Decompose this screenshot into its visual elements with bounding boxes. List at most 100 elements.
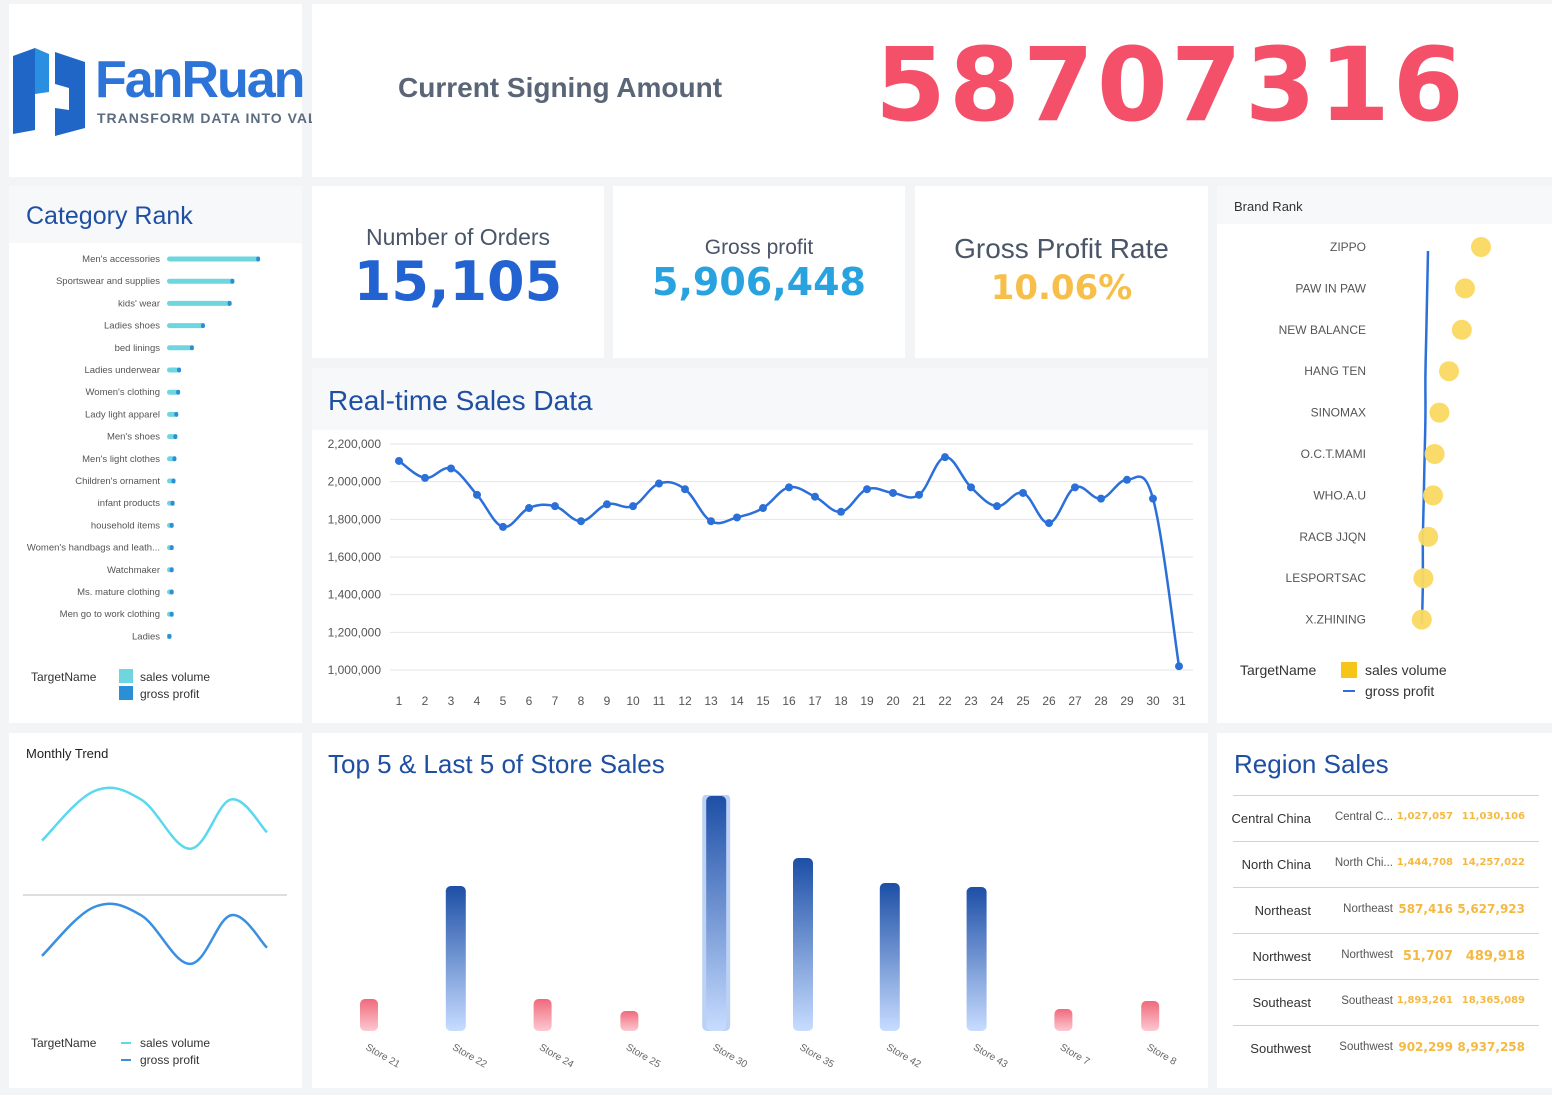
region-gross-profit: 14,257,022 [1461,857,1525,868]
category-rank-panel: Category Rank Men's accessories Sportswea… [9,186,302,723]
x-tick-label: 19 [860,694,874,708]
gross-profit-marker [170,500,175,506]
data-point [421,473,429,482]
brand-label: SINOMAX [1311,406,1366,420]
data-point [967,483,975,492]
y-tick-label: 1,600,000 [328,550,382,564]
gross-profit-marker [169,545,174,551]
sales-volume-dot [1451,319,1472,340]
sales-volume-dot [1439,361,1459,382]
data-point [707,517,715,526]
data-point [1123,475,1131,484]
category-label: Ladies shoes [104,321,160,332]
x-tick-label: 26 [1042,694,1056,708]
legend-title: TargetName [31,670,97,684]
x-tick-label: 9 [604,694,611,708]
category-label: household items [91,520,160,531]
store-bar [793,858,813,1031]
sales-volume-dot [1424,444,1445,464]
x-tick-label: 24 [990,694,1004,708]
region-subname: Southwest [1339,1041,1393,1053]
data-point [473,490,481,499]
data-point [837,507,845,516]
x-tick-label: 10 [626,694,640,708]
gross-profit-marker [174,411,179,417]
gross-profit-line-swatch [121,1059,131,1061]
x-tick-label: 21 [912,694,926,708]
data-point [1019,488,1027,497]
sales-volume-dot [1423,485,1443,506]
data-point [993,502,1001,511]
data-point [681,485,689,494]
rate-card: Gross Profit Rate 10.06% [915,186,1208,358]
x-tick-label: 29 [1120,694,1134,708]
x-tick-label: 18 [834,694,848,708]
sales-volume-swatch [119,669,133,683]
sales-volume-swatch [1341,662,1357,678]
data-point [1071,483,1079,492]
store-sales-panel: Top 5 & Last 5 of Store Sales Store 21 St… [312,733,1208,1088]
brand-rank-header: Brand Rank [1217,186,1552,224]
legend-series2: gross profit [1365,683,1435,699]
store-label: Store 24 [537,1042,576,1071]
data-point [889,488,897,497]
x-tick-label: 2 [422,694,429,708]
region-sales-panel: Region Sales Central China Central C... … [1217,733,1552,1088]
region-subname: Central C... [1334,811,1393,823]
region-subname: Northwest [1341,949,1393,961]
category-rank-title: Category Rank [26,202,193,230]
data-point [1149,494,1157,503]
x-tick-label: 31 [1172,694,1186,708]
region-gross-profit: 18,365,089 [1461,995,1525,1006]
gross-profit-marker [177,367,182,373]
region-name: Southwest [1250,1041,1311,1056]
region-row: Northwest Northwest 51,707 489,918 [1233,933,1539,979]
store-label: Store 25 [624,1042,663,1071]
orders-label: Number of Orders [365,224,551,250]
logo-panel: FanRuan TRANSFORM DATA INTO VALUE [9,4,338,177]
orders-value: 15,105 [353,250,563,313]
region-row: North China North Chi... 1,444,708 14,25… [1233,841,1539,887]
x-tick-label: 27 [1068,694,1082,708]
monthly-trend-chart [23,786,287,966]
sales-volume-line-swatch [121,1042,131,1044]
x-tick-label: 12 [678,694,692,708]
brand-rank-panel: Brand Rank ZIPPO PAW IN PAW NEW BALANCE HAN… [1217,186,1552,723]
sales-volume-bar [167,256,259,262]
logo-tagline: TRANSFORM DATA INTO VALUE [97,110,339,126]
x-tick-label: 8 [578,694,585,708]
brand-label: LESPORTSAC [1286,571,1367,585]
legend-series1: sales volume [140,670,211,684]
sales-volume-bar [167,323,204,329]
region-sales-volume: 51,707 [1402,949,1453,964]
category-rank-header: Category Rank [9,186,302,243]
region-name: Northwest [1252,949,1311,964]
region-name: Central China [1231,811,1312,826]
region-name: North China [1241,857,1311,872]
gross-profit-marker [230,278,235,284]
category-label: Men go to work clothing [60,609,160,620]
brand-rank-legend: TargetName sales volume gross profit [1240,662,1540,706]
data-point [525,504,533,513]
data-point [915,490,923,499]
region-subname: Northeast [1343,903,1393,915]
store-label: Store 35 [798,1042,837,1071]
data-point [655,479,663,488]
data-point [1045,519,1053,528]
data-point [551,502,559,511]
category-label: bed linings [115,343,161,354]
region-sales-volume: 1,444,708 [1396,857,1453,868]
x-tick-label: 1 [396,694,403,708]
data-point [785,483,793,492]
data-point [447,464,455,473]
profit-card: Gross profit 5,906,448 [613,186,905,358]
logo-brand-text: FanRuan [95,51,305,109]
gross-profit-marker [169,611,174,617]
sales-volume-bar [167,345,192,351]
brand-label: WHO.A.U [1313,488,1366,502]
sales-volume-bar [167,456,175,462]
data-point [499,522,507,531]
gross-profit-marker [200,323,205,329]
profit-value: 5,906,448 [652,260,866,304]
legend-series2: gross profit [140,1053,200,1067]
